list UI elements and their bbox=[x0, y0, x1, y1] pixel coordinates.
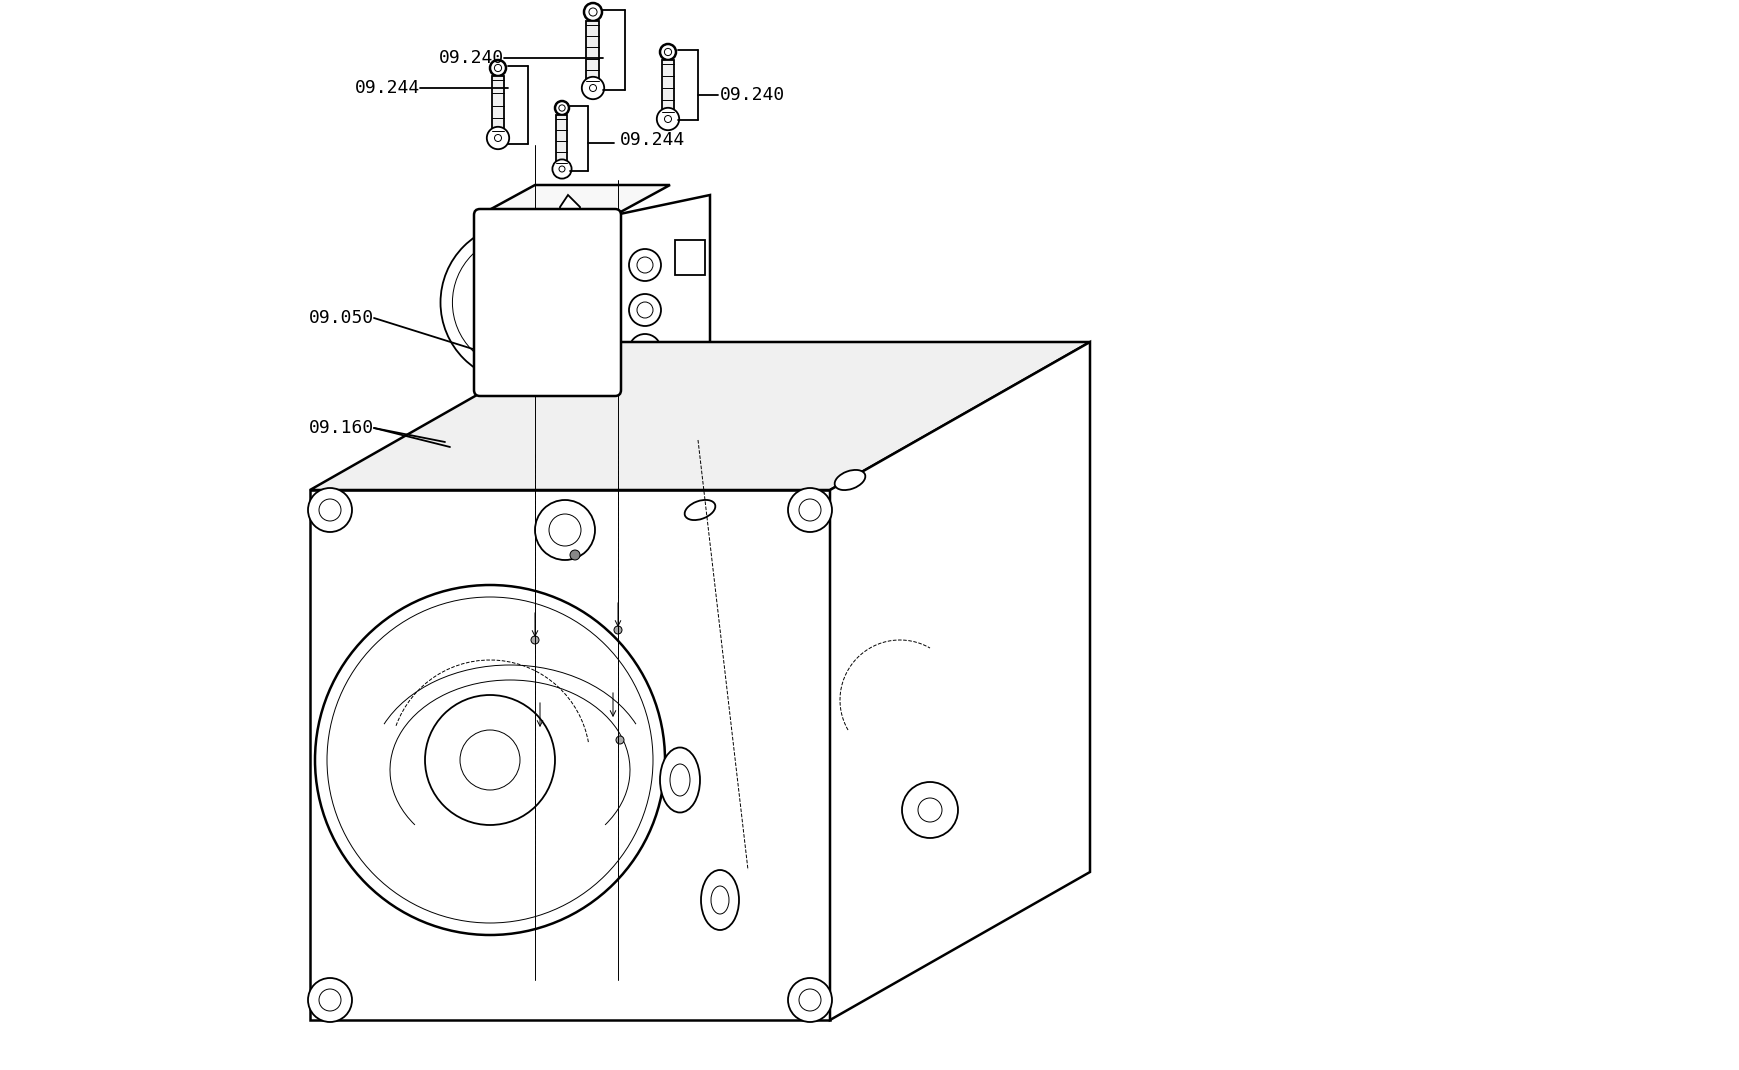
Polygon shape bbox=[560, 195, 579, 221]
Circle shape bbox=[788, 978, 831, 1022]
Circle shape bbox=[636, 302, 652, 318]
Polygon shape bbox=[490, 389, 508, 408]
Text: 09.240: 09.240 bbox=[720, 86, 784, 104]
Circle shape bbox=[591, 299, 598, 306]
Ellipse shape bbox=[659, 748, 699, 812]
Circle shape bbox=[318, 499, 341, 521]
Circle shape bbox=[636, 257, 652, 273]
Polygon shape bbox=[480, 185, 670, 215]
Polygon shape bbox=[430, 432, 720, 454]
Ellipse shape bbox=[835, 470, 864, 490]
Ellipse shape bbox=[683, 500, 715, 520]
Circle shape bbox=[551, 159, 572, 179]
Polygon shape bbox=[614, 195, 710, 389]
Ellipse shape bbox=[670, 764, 690, 796]
Text: 09.160: 09.160 bbox=[308, 419, 374, 437]
Polygon shape bbox=[830, 342, 1089, 1020]
Circle shape bbox=[699, 418, 711, 430]
Circle shape bbox=[570, 550, 579, 560]
Polygon shape bbox=[595, 389, 612, 408]
Circle shape bbox=[628, 334, 661, 366]
Circle shape bbox=[487, 127, 510, 149]
Circle shape bbox=[784, 389, 795, 401]
Circle shape bbox=[591, 336, 598, 343]
Circle shape bbox=[628, 249, 661, 281]
Ellipse shape bbox=[701, 870, 739, 930]
Polygon shape bbox=[430, 387, 800, 432]
Circle shape bbox=[788, 488, 831, 532]
Circle shape bbox=[918, 798, 941, 822]
Circle shape bbox=[664, 48, 671, 56]
Circle shape bbox=[530, 636, 539, 644]
Circle shape bbox=[555, 101, 569, 114]
Circle shape bbox=[518, 389, 530, 401]
Circle shape bbox=[628, 294, 661, 326]
Circle shape bbox=[901, 782, 958, 838]
Circle shape bbox=[459, 730, 520, 790]
Circle shape bbox=[318, 989, 341, 1011]
Circle shape bbox=[494, 135, 501, 141]
Circle shape bbox=[327, 597, 652, 923]
Circle shape bbox=[616, 736, 624, 744]
Text: 09.240: 09.240 bbox=[438, 49, 504, 67]
Bar bbox=[556, 114, 567, 163]
Circle shape bbox=[499, 360, 510, 370]
Polygon shape bbox=[720, 387, 800, 454]
Circle shape bbox=[558, 105, 565, 111]
Circle shape bbox=[664, 116, 671, 122]
Polygon shape bbox=[310, 342, 1089, 490]
Text: 09.244: 09.244 bbox=[355, 79, 419, 97]
Circle shape bbox=[315, 585, 664, 935]
Circle shape bbox=[584, 3, 602, 21]
Circle shape bbox=[591, 261, 598, 269]
Circle shape bbox=[438, 418, 450, 430]
Ellipse shape bbox=[711, 886, 729, 914]
Circle shape bbox=[636, 342, 652, 358]
Circle shape bbox=[499, 235, 510, 245]
Bar bbox=[675, 240, 704, 275]
Circle shape bbox=[534, 500, 595, 560]
FancyBboxPatch shape bbox=[473, 209, 621, 396]
Circle shape bbox=[581, 77, 603, 100]
Circle shape bbox=[308, 488, 351, 532]
Text: 09.050: 09.050 bbox=[308, 309, 374, 327]
Circle shape bbox=[659, 44, 676, 60]
Text: 09.244: 09.244 bbox=[619, 131, 685, 149]
Circle shape bbox=[550, 514, 581, 546]
Bar bbox=[586, 21, 600, 81]
Circle shape bbox=[590, 85, 596, 92]
Circle shape bbox=[424, 696, 555, 825]
Bar bbox=[492, 76, 504, 131]
Circle shape bbox=[798, 499, 821, 521]
Circle shape bbox=[588, 7, 596, 16]
Circle shape bbox=[614, 626, 621, 635]
Circle shape bbox=[494, 64, 501, 72]
Circle shape bbox=[308, 978, 351, 1022]
Circle shape bbox=[656, 108, 678, 131]
Polygon shape bbox=[530, 389, 548, 408]
Circle shape bbox=[490, 60, 506, 76]
Polygon shape bbox=[310, 490, 830, 1020]
Circle shape bbox=[798, 989, 821, 1011]
Bar bbox=[661, 60, 673, 112]
Circle shape bbox=[558, 166, 565, 172]
